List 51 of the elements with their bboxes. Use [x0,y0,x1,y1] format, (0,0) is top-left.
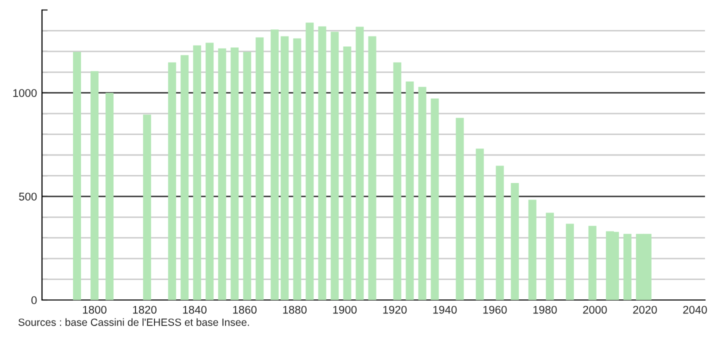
bar [476,148,484,300]
bar [243,52,252,300]
x-tick-label: 1860 [233,306,257,314]
x-tick-label: 1840 [183,306,207,314]
y-tick-label: 500 [19,192,37,201]
bar [546,212,554,300]
bar [368,36,376,300]
bar [393,62,402,300]
x-tick-label: 1980 [533,306,557,314]
bar [168,62,176,300]
x-tick-label: 2020 [633,306,657,314]
bar [318,26,326,300]
bar [418,86,426,300]
bar [330,32,339,300]
y-tick-label: 1000 [13,89,37,97]
bar [280,36,289,300]
bar [180,55,189,300]
bar [623,234,632,300]
x-tick-label: 2040 [683,306,707,314]
x-tick-label: 1880 [283,306,307,314]
x-tick-label: 1820 [133,306,157,314]
bar [143,114,152,300]
bar [270,29,279,300]
bar [528,200,536,300]
bar [206,42,214,300]
bar [293,38,302,300]
bar [90,71,99,300]
bar [588,226,596,300]
x-tick-label: 1900 [333,306,357,314]
bar [256,37,264,300]
bar [306,22,314,300]
bar [343,46,352,300]
bar [430,98,439,300]
x-tick-label: 1920 [383,306,407,314]
y-tick-label: 0 [31,296,37,304]
bar [406,81,414,300]
x-tick-label: 2000 [583,306,607,314]
bar [218,48,226,300]
bar [106,92,114,300]
bar [193,45,202,300]
bar [496,166,504,300]
bar [73,52,82,300]
bar [510,182,519,300]
source-note: Sources : base Cassini de l'EHESS et base Insee. [18,318,249,326]
bar [456,118,464,300]
bar [566,224,574,300]
bar [356,26,364,300]
x-tick-label: 1800 [83,306,106,314]
bar [230,47,239,300]
x-tick-label: 1960 [483,306,507,314]
x-tick-label: 1940 [433,306,457,314]
